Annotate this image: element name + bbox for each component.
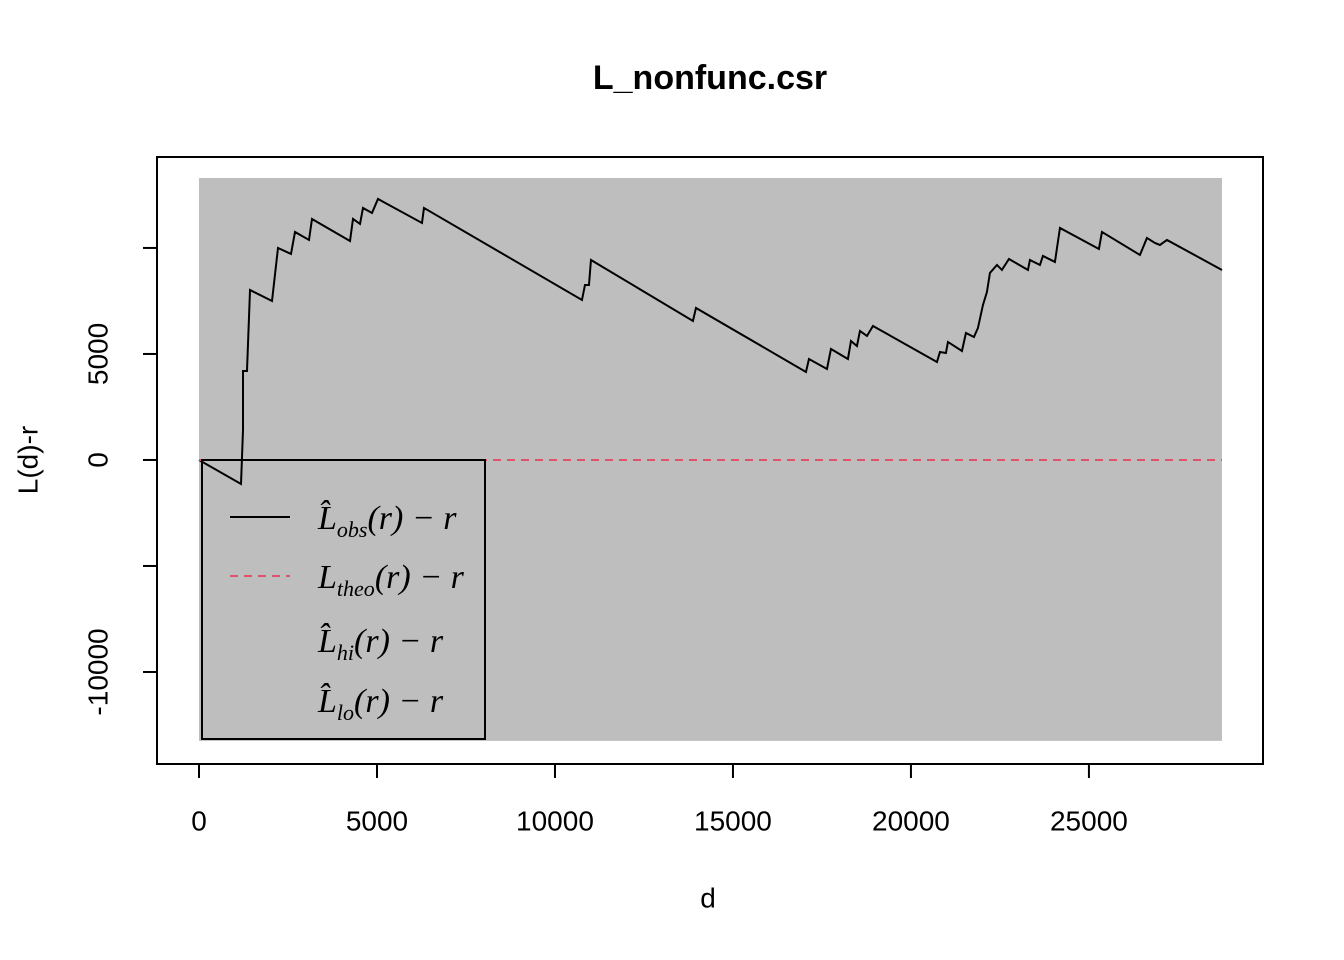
legend-label-suffix: (r) − r <box>367 500 457 537</box>
legend-label: L̂hi(r) − r <box>317 622 444 665</box>
legend-label-main: L̂ <box>317 682 337 720</box>
legend-label-sub: lo <box>337 700 354 725</box>
series-line <box>198 197 1223 486</box>
y-tick-label: -10000 <box>82 628 113 715</box>
legend-label-sub: hi <box>337 640 354 665</box>
legend-label-sub: theo <box>337 576 375 601</box>
x-tick-label: 5000 <box>346 805 408 836</box>
legend-label-suffix: (r) − r <box>354 623 444 660</box>
legend-label: L̂lo(r) − r <box>317 682 444 725</box>
legend-label: Ltheo(r) − r <box>317 559 465 601</box>
y-tick-label: 5000 <box>82 323 113 385</box>
x-tick-label: 0 <box>191 805 207 836</box>
legend-label-main: L̂ <box>317 499 337 537</box>
x-tick-label: 20000 <box>872 805 950 836</box>
y-tick-label: 0 <box>82 452 113 468</box>
legend-label-main: L̂ <box>317 622 337 660</box>
legend-label-suffix: (r) − r <box>375 559 465 596</box>
x-tick-label: 25000 <box>1050 805 1128 836</box>
x-axis-label: d <box>700 882 716 913</box>
legend-label-sub: obs <box>337 517 368 542</box>
legend-label: L̂obs(r) − r <box>317 499 457 542</box>
x-tick-label: 10000 <box>516 805 594 836</box>
legend-box <box>201 459 486 740</box>
y-axis-label: L(d)-r <box>12 426 43 494</box>
x-tick-label: 15000 <box>694 805 772 836</box>
chart-title: L_nonfunc.csr <box>593 59 827 97</box>
legend-label-main: L <box>317 559 337 596</box>
legend-label-suffix: (r) − r <box>354 683 444 720</box>
